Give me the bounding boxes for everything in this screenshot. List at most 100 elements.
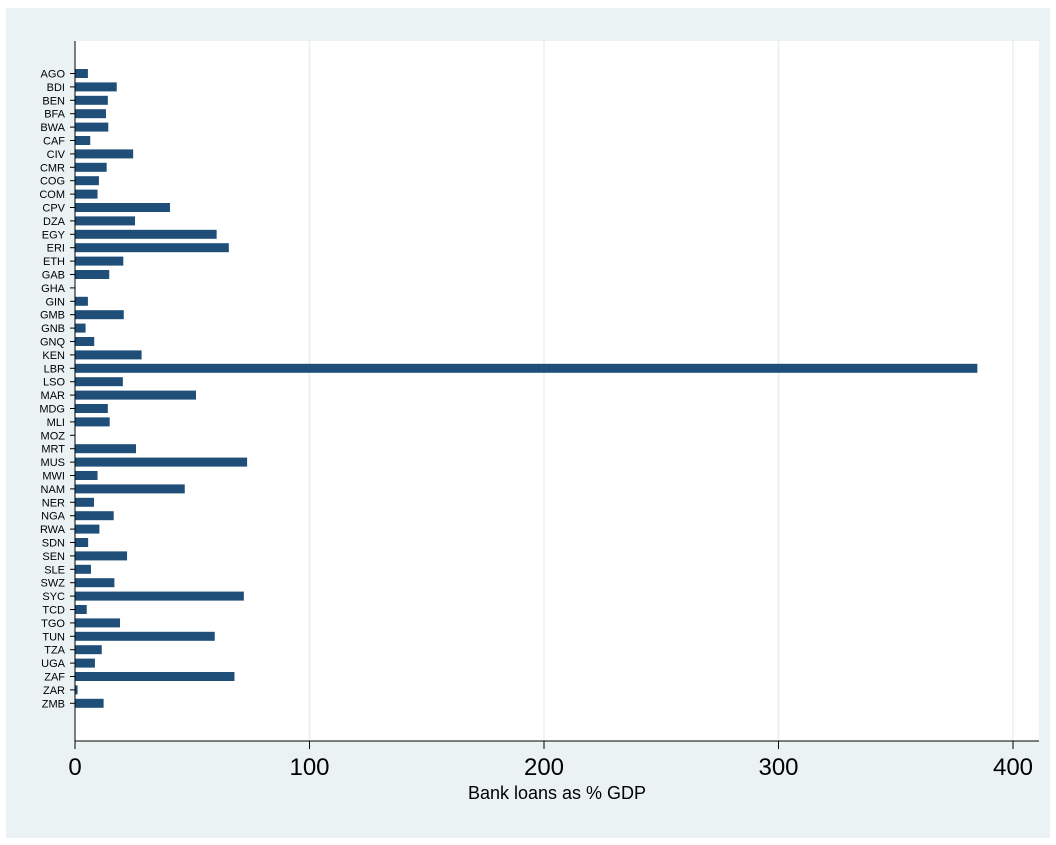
bar [75, 457, 248, 467]
category-label: MWI [42, 471, 65, 483]
bar [75, 243, 229, 253]
category-label: UGA [41, 658, 66, 670]
bar [75, 82, 117, 92]
bar [75, 256, 124, 266]
bar [75, 417, 110, 427]
category-label: ZAR [43, 685, 65, 697]
bar [75, 511, 114, 521]
bar [75, 149, 134, 159]
category-label: SDN [42, 538, 65, 550]
x-axis-title: Bank loans as % GDP [468, 783, 646, 803]
bar [75, 524, 100, 534]
bar [75, 591, 244, 601]
x-tick-label: 0 [68, 754, 81, 781]
category-label: ZMB [42, 698, 65, 710]
category-label: COM [39, 189, 65, 201]
bar [75, 390, 197, 400]
x-tick-label: 300 [758, 754, 798, 781]
bar [75, 618, 121, 628]
category-label: GIN [45, 296, 65, 308]
category-label: BFA [44, 109, 65, 121]
category-label: BWA [40, 122, 65, 134]
category-label: MAR [41, 390, 66, 402]
bar [75, 310, 124, 320]
bar [75, 672, 235, 681]
category-label: TCD [42, 605, 65, 617]
bar [75, 538, 89, 547]
bar [75, 189, 98, 199]
category-label: BEN [42, 95, 65, 107]
category-label: DZA [43, 216, 66, 228]
bar [75, 471, 98, 480]
plot-background [75, 41, 1039, 741]
bar [75, 229, 217, 239]
category-label: GHA [41, 283, 66, 295]
category-label: LBR [44, 363, 65, 375]
bar [75, 323, 86, 333]
category-label: MDG [39, 404, 65, 416]
category-label: TGO [41, 618, 65, 630]
bar [75, 551, 128, 561]
x-tick-labels: 0 100 200 300 400 [68, 754, 1033, 781]
bar [75, 95, 108, 105]
bar [75, 162, 107, 172]
category-label: NGA [41, 511, 66, 523]
bar [75, 578, 115, 588]
x-tick-label: 100 [289, 754, 329, 781]
bar [75, 350, 142, 360]
category-label: GMB [40, 310, 65, 322]
x-tick-label: 200 [524, 754, 564, 781]
bar [75, 203, 170, 212]
category-label: AGO [41, 69, 66, 81]
bar [75, 216, 136, 226]
grid-lines [308, 41, 1014, 741]
bar [75, 404, 108, 413]
category-label: SYC [42, 591, 65, 603]
chart-frame: AGO BDI BEN BFA BWA CAF CIV CMR COG COM CPV DZA EGY E… [6, 8, 1050, 838]
category-label: ZAF [44, 672, 65, 684]
bar [75, 564, 91, 574]
category-label: SEN [42, 551, 65, 563]
bar [75, 645, 102, 655]
category-label: RWA [40, 524, 66, 536]
bar [75, 109, 106, 119]
bar [75, 122, 109, 132]
category-label: GNB [41, 323, 65, 335]
bar [75, 136, 91, 145]
category-label: SLE [44, 564, 65, 576]
category-label: ETH [43, 256, 65, 268]
bar [75, 698, 104, 708]
bar [75, 270, 110, 279]
x-tick-label: 400 [993, 754, 1033, 781]
bar [75, 685, 78, 695]
category-label: GAB [42, 270, 65, 282]
category-label: BDI [47, 82, 65, 94]
plot-area [75, 41, 1039, 741]
category-label: TZA [44, 645, 65, 657]
bar [75, 377, 123, 387]
category-label: CPV [42, 203, 65, 215]
category-label: TUN [42, 631, 65, 643]
category-label: CMR [40, 162, 65, 174]
category-label: MUS [41, 457, 65, 469]
category-label: MOZ [41, 430, 66, 442]
bar [75, 631, 215, 641]
category-label: LSO [43, 377, 65, 389]
category-label: SWZ [41, 578, 66, 590]
category-label: EGY [42, 229, 66, 241]
bar [75, 444, 136, 454]
category-label: KEN [42, 350, 65, 362]
bar [75, 337, 95, 346]
bar [75, 69, 88, 78]
bar [75, 296, 88, 306]
bar [75, 497, 94, 507]
bar [75, 605, 87, 614]
bar [75, 484, 185, 494]
bar [75, 363, 978, 373]
category-label: NAM [41, 484, 65, 496]
bar [75, 176, 99, 186]
axes [70, 41, 1039, 749]
category-label: GNQ [40, 337, 66, 349]
